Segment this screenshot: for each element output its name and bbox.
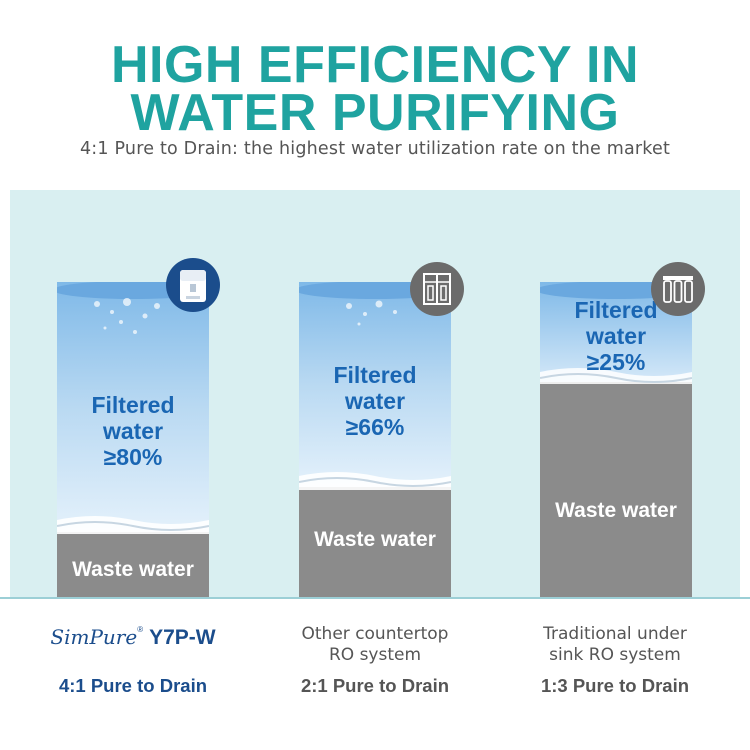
brand-caption: SimPure® Y7P-W: [18, 625, 248, 650]
filtered-label-line2: water: [102, 418, 164, 444]
waste-water-label: Waste water: [555, 499, 677, 522]
headline-line-1: HIGH EFFICIENCY IN: [110, 36, 640, 94]
water-level-graphic: [57, 282, 209, 534]
ratio-label-countertop: 2:1 Pure to Drain: [300, 675, 450, 696]
under-sink-filters-icon: [651, 262, 705, 316]
system-caption-countertop: Other countertop RO system: [260, 624, 490, 666]
registered-mark: ®: [137, 625, 144, 634]
filtered-label-line1: Filtered: [333, 362, 417, 388]
system-caption-line2: sink RO system: [549, 645, 681, 665]
ratio-label-under-sink: 1:3 Pure to Drain: [540, 675, 690, 696]
water-column-under-sink: Filtered water ≥25% Waste water: [540, 282, 692, 597]
water-column-simpure: Filtered water ≥80% Waste water: [57, 282, 209, 597]
system-caption-line2: RO system: [328, 645, 422, 665]
countertop-ro-unit-icon: [410, 262, 464, 316]
subtitle: 4:1 Pure to Drain: the highest water uti…: [79, 139, 671, 159]
filtered-label-line2: water: [585, 323, 647, 349]
filtered-label-line2: water: [344, 388, 406, 414]
system-caption-line1: Other countertop: [301, 624, 449, 644]
section-divider: [0, 597, 750, 599]
filtered-label-line1: Filtered: [574, 297, 658, 323]
system-caption-under-sink: Traditional under sink RO system: [500, 624, 730, 666]
filtered-percentage: ≥66%: [345, 414, 405, 440]
headline-line-2: WATER PURIFYING: [130, 84, 620, 142]
waste-water-label: Waste water: [314, 528, 436, 551]
model-name: Y7P-W: [149, 626, 216, 649]
filtered-label-line1: Filtered: [91, 392, 175, 418]
water-column-other-countertop: Filtered water ≥66% Waste water: [299, 282, 451, 597]
filtered-percentage: ≥25%: [586, 349, 646, 375]
brand-logo: SimPure: [50, 625, 138, 649]
filtered-percentage: ≥80%: [103, 444, 163, 470]
countertop-purifier-icon: [166, 258, 220, 312]
waste-water-label: Waste water: [72, 558, 194, 581]
ratio-label-simpure: 4:1 Pure to Drain: [58, 675, 208, 696]
system-caption-line1: Traditional under: [543, 624, 687, 644]
